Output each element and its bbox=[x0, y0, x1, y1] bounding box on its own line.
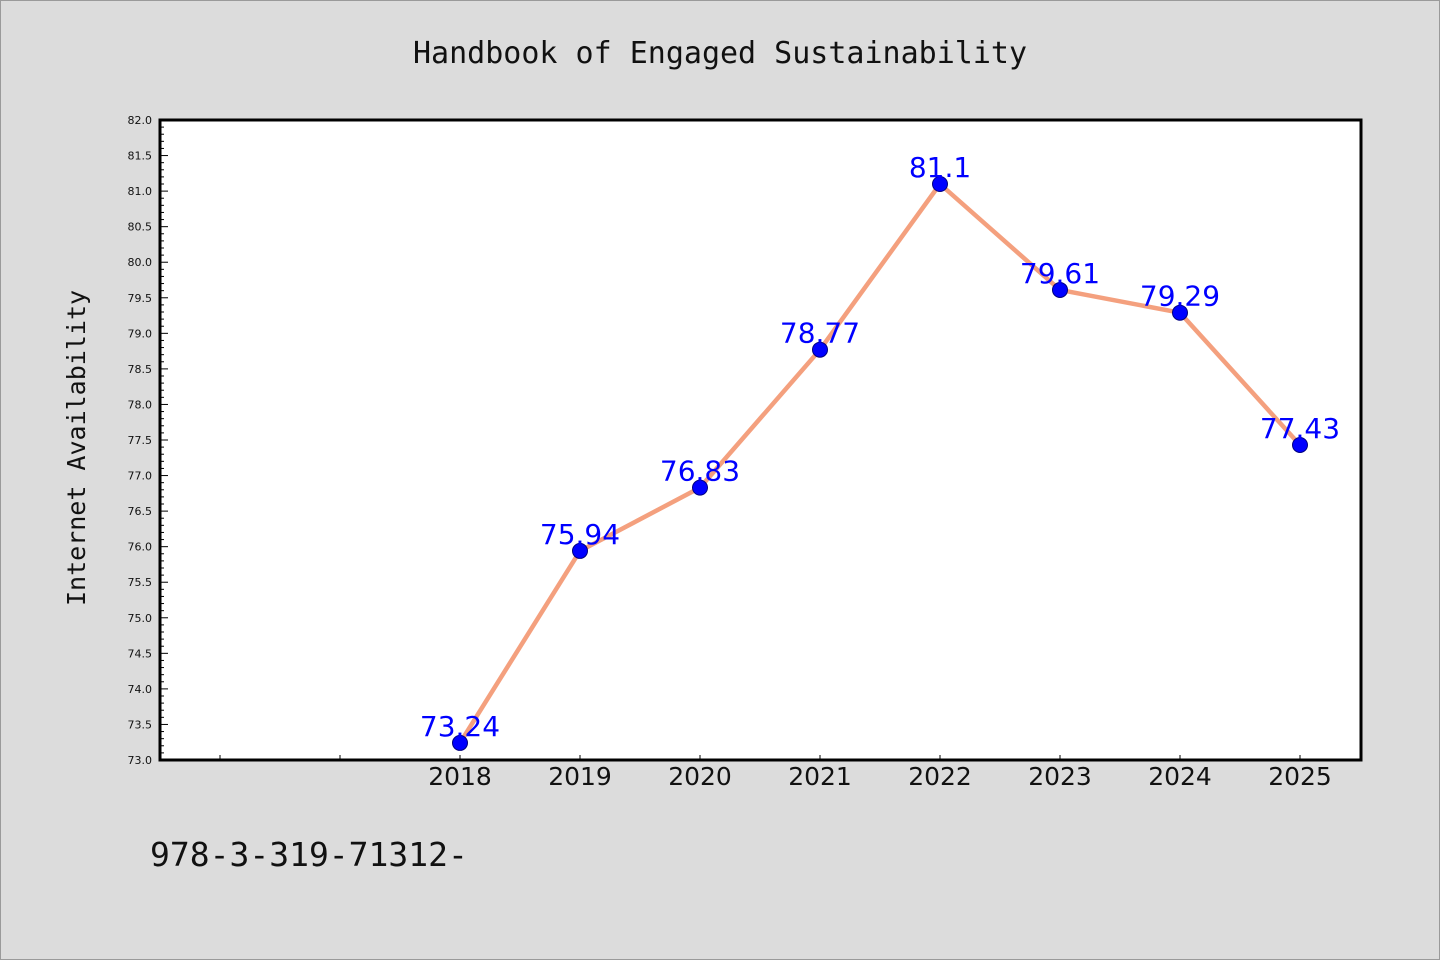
data-point bbox=[812, 341, 828, 358]
y-tick-label: 76.5 bbox=[128, 505, 153, 518]
x-tick-label: 2018 bbox=[428, 762, 492, 791]
series-line-group bbox=[457, 181, 1303, 746]
x-tick-label: 2019 bbox=[548, 762, 612, 791]
series-line bbox=[457, 181, 1303, 746]
plot-frame bbox=[158, 118, 1363, 762]
data-label: 78.77 bbox=[780, 317, 860, 350]
y-tick-label: 73.5 bbox=[128, 718, 153, 731]
data-point bbox=[692, 479, 708, 496]
x-tick-label: 2020 bbox=[668, 762, 732, 791]
data-label: 75.94 bbox=[540, 518, 620, 551]
x-tick-label: 2024 bbox=[1148, 762, 1212, 791]
data-label: 76.83 bbox=[660, 455, 740, 488]
y-tick-label: 74.0 bbox=[128, 683, 153, 696]
y-tick-label: 78.5 bbox=[128, 363, 153, 376]
y-tick-label: 74.5 bbox=[128, 647, 153, 660]
x-axis-ticks: 2018 2019 2020 2021 2022 2023 2024 2025 bbox=[219, 755, 1332, 791]
y-tick-label: 78.0 bbox=[128, 398, 153, 411]
data-label: 79.61 bbox=[1020, 257, 1100, 290]
data-markers bbox=[452, 176, 1308, 751]
y-axis-ticks: 73.0 73.5 74.0 74.5 75.0 75.5 76.0 76.5 77.0 77.5… bbox=[128, 114, 168, 767]
data-labels: 73.24 75.94 76.83 78.77 81.1 79.61 79.29 77.43 bbox=[420, 151, 1340, 743]
data-point bbox=[572, 542, 588, 559]
data-point bbox=[932, 176, 948, 192]
x-tick-label: 2023 bbox=[1028, 762, 1092, 791]
y-tick-label: 80.0 bbox=[128, 256, 153, 269]
y-tick-label: 81.0 bbox=[128, 185, 153, 198]
y-tick-label: 79.0 bbox=[128, 327, 153, 340]
data-label: 81.1 bbox=[909, 151, 971, 184]
data-point bbox=[1052, 281, 1068, 298]
y-tick-label: 81.5 bbox=[128, 150, 153, 163]
x-tick-label: 2022 bbox=[908, 762, 972, 791]
y-tick-label: 77.0 bbox=[128, 470, 153, 483]
y-tick-label: 80.5 bbox=[128, 221, 153, 234]
data-point bbox=[1292, 436, 1308, 453]
plot-area bbox=[160, 120, 1361, 760]
chart-title: Handbook of Engaged Sustainability bbox=[413, 36, 1027, 71]
x-tick-label: 2025 bbox=[1268, 762, 1332, 791]
data-label: 77.43 bbox=[1260, 412, 1340, 445]
y-axis-label: Internet Availability bbox=[62, 290, 91, 606]
y-tick-label: 75.5 bbox=[128, 576, 153, 589]
data-point bbox=[452, 734, 468, 751]
y-tick-label: 77.5 bbox=[128, 434, 153, 447]
y-tick-label: 76.0 bbox=[128, 541, 153, 554]
x-tick-label: 2021 bbox=[788, 762, 852, 791]
y-tick-label: 79.5 bbox=[128, 292, 153, 305]
data-point bbox=[1172, 304, 1188, 321]
data-label: 73.24 bbox=[420, 710, 500, 743]
y-tick-label: 73.0 bbox=[128, 754, 153, 767]
y-tick-label: 75.0 bbox=[128, 612, 153, 625]
y-tick-label: 82.0 bbox=[128, 114, 153, 127]
data-label: 79.29 bbox=[1140, 280, 1220, 313]
footer-isbn-text: 978-3-319-71312- bbox=[150, 835, 468, 874]
